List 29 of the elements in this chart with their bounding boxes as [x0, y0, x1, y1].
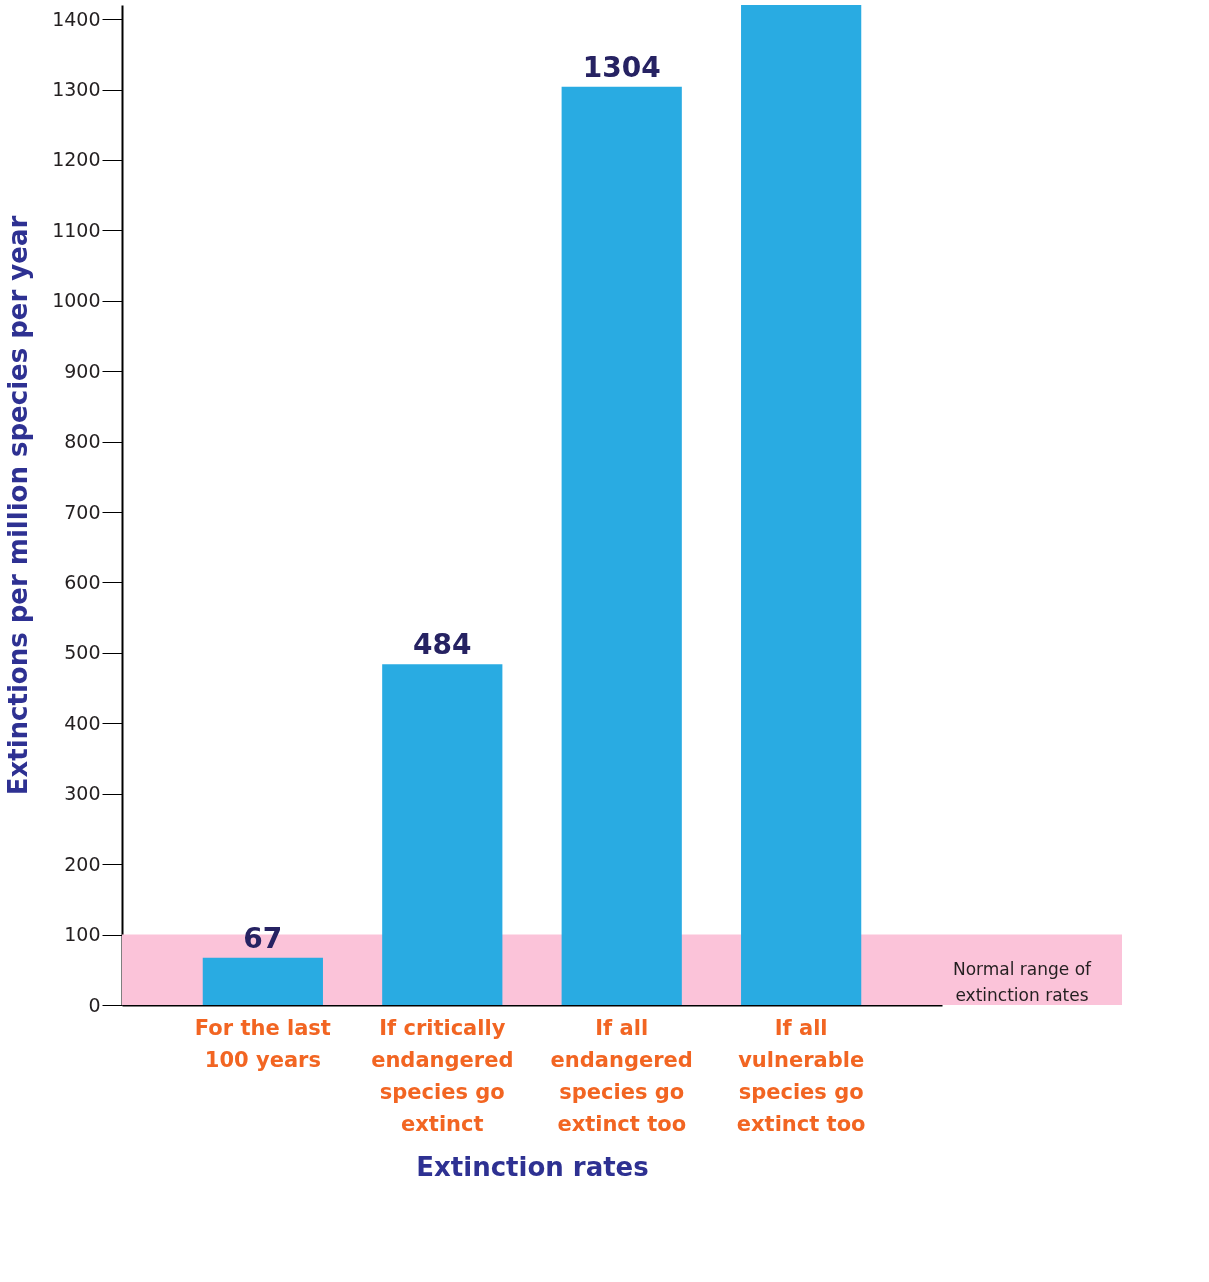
- y-tick-label: 900: [64, 359, 101, 382]
- bar: [741, 5, 862, 1005]
- bar: [561, 86, 682, 1005]
- y-tick-label: 100: [64, 923, 101, 946]
- y-tick-label: 300: [64, 782, 101, 805]
- y-tick-label: 500: [64, 641, 101, 664]
- bar: [202, 957, 323, 1005]
- y-tick-label: 1300: [52, 78, 101, 101]
- y-tick-label: 0: [88, 993, 101, 1016]
- y-tick-label: 1200: [52, 148, 101, 171]
- x-axis-title: Extinction rates: [416, 1151, 649, 1182]
- y-tick-label: 1100: [52, 218, 101, 241]
- y-tick-label: 1000: [52, 289, 101, 312]
- data-label: 67: [243, 921, 283, 955]
- y-axis-title: Extinctions per million species per year: [3, 215, 34, 796]
- y-tick-label: 200: [64, 852, 101, 875]
- x-tick-label: If critically endangered species go extinct: [371, 1015, 514, 1136]
- x-tick-label: If all vulnerable species go extinct too: [736, 1015, 866, 1136]
- data-label: 484: [413, 628, 472, 662]
- x-tick-label: If all endangered species go extinct too: [550, 1015, 693, 1136]
- x-tick-label: For the last 100 years: [194, 1015, 331, 1072]
- y-tick-label: 800: [64, 430, 101, 453]
- bar: [382, 664, 503, 1005]
- band-label: Normal range of extinction rates: [952, 958, 1093, 1005]
- y-tick-label: 1400: [52, 7, 101, 30]
- y-tick-label: 600: [64, 570, 101, 593]
- data-label: 1304: [582, 50, 661, 84]
- y-tick-label: 700: [64, 500, 101, 523]
- y-tick-label: 400: [64, 711, 101, 734]
